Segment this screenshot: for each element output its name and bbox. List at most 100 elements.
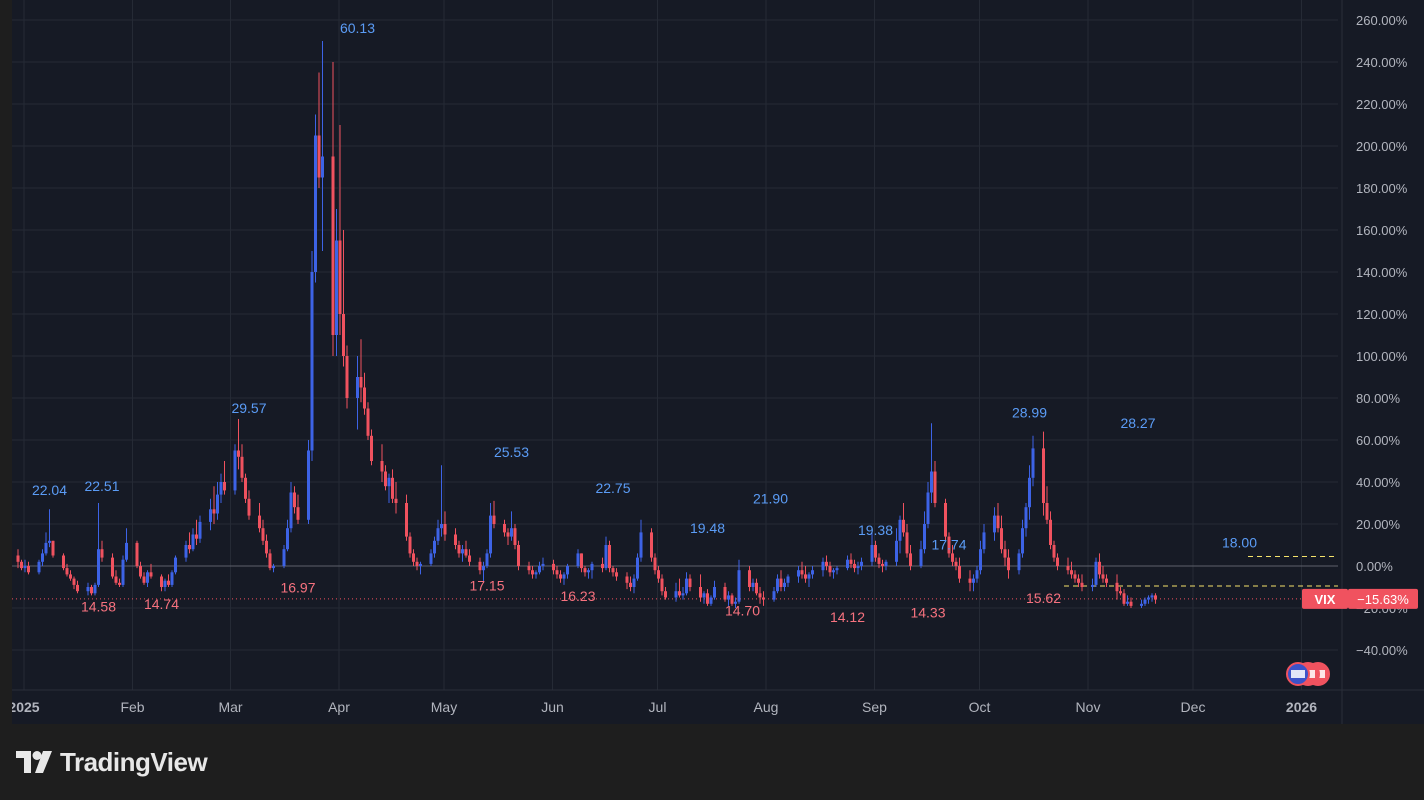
candle-body[interactable] [100,549,104,558]
candle-body[interactable] [615,572,618,577]
candle-body[interactable] [772,591,776,600]
candle-body[interactable] [513,528,517,545]
candle-body[interactable] [1017,553,1021,571]
candle-body[interactable] [384,471,387,487]
candle-body[interactable] [268,553,272,569]
candle-body[interactable] [366,408,370,436]
candle-body[interactable] [489,515,492,554]
candle-body[interactable] [195,534,198,539]
candle-body[interactable] [314,135,317,273]
candle-body[interactable] [191,534,195,550]
candle-body[interactable] [762,597,765,600]
candle-body[interactable] [1129,601,1133,606]
candle-body[interactable] [415,561,419,566]
candle-body[interactable] [979,549,982,571]
candle-body[interactable] [856,566,860,569]
candle-body[interactable] [608,545,611,569]
candle-body[interactable] [674,591,678,598]
candle-body[interactable] [723,587,727,600]
candle-body[interactable] [188,545,191,550]
candle-body[interactable] [97,549,100,585]
candle-body[interactable] [905,532,909,554]
candle-body[interactable] [898,519,902,541]
candle-body[interactable] [125,542,128,560]
candle-body[interactable] [282,549,286,566]
candle-body[interactable] [958,566,961,579]
candle-body[interactable] [576,553,580,566]
candle-body[interactable] [748,570,751,587]
candle-body[interactable] [1126,601,1129,604]
candle-body[interactable] [629,582,632,587]
candle-body[interactable] [37,561,41,573]
candle-body[interactable] [149,572,153,577]
candle-body[interactable] [779,578,783,587]
candle-body[interactable] [342,314,345,356]
candle-body[interactable] [90,587,93,594]
candle-body[interactable] [975,570,979,579]
candle-body[interactable] [601,563,604,569]
candle-body[interactable] [919,549,923,566]
candle-body[interactable] [492,515,496,524]
candle-body[interactable] [849,559,853,564]
candle-body[interactable] [727,595,730,600]
candle-body[interactable] [223,482,226,491]
candle-body[interactable] [307,450,310,520]
tradingview-brand[interactable]: TradingView [16,746,208,778]
candle-body[interactable] [1154,595,1157,600]
candle-body[interactable] [653,557,657,571]
candle-body[interactable] [874,545,877,558]
candle-body[interactable] [993,515,996,533]
candle-body[interactable] [468,555,471,562]
candle-body[interactable] [142,576,146,583]
candle-body[interactable] [184,545,188,558]
candle-body[interactable] [884,561,888,566]
candle-body[interactable] [797,570,800,577]
candle-body[interactable] [811,570,814,575]
candle-body[interactable] [1042,448,1045,503]
country-flags-icon[interactable] [1286,662,1330,686]
candle-body[interactable] [1028,477,1031,508]
candle-body[interactable] [517,545,520,566]
candle-body[interactable] [825,561,828,566]
candle-body[interactable] [559,574,562,579]
candle-body[interactable] [394,498,398,503]
candle-body[interactable] [247,498,251,516]
candle-body[interactable] [345,356,349,398]
candle-body[interactable] [870,545,874,562]
candle-body[interactable] [800,570,804,575]
candle-body[interactable] [296,507,300,520]
candle-body[interactable] [20,561,23,569]
candle-body[interactable] [440,524,443,529]
candle-body[interactable] [881,563,884,566]
candle-body[interactable] [846,559,849,569]
candle-body[interactable] [219,482,223,495]
candle-body[interactable] [72,578,76,585]
candle-body[interactable] [951,553,954,562]
candle-body[interactable] [118,582,121,585]
candle-body[interactable] [1066,566,1070,571]
candle-body[interactable] [706,593,709,604]
candle-body[interactable] [664,591,667,598]
candle-body[interactable] [408,536,412,554]
candle-body[interactable] [135,542,139,566]
candle-body[interactable] [391,477,394,499]
candle-body[interactable] [338,240,342,315]
candle-body[interactable] [972,578,975,583]
candle-body[interactable] [639,532,643,558]
candle-body[interactable] [1122,593,1126,604]
candle-body[interactable] [828,566,832,573]
candle-body[interactable] [531,570,534,575]
candle-body[interactable] [996,515,1000,529]
candle-body[interactable] [1143,599,1147,604]
candle-body[interactable] [212,509,216,514]
candle-body[interactable] [1070,570,1073,575]
candle-body[interactable] [363,387,366,409]
candle-body[interactable] [685,578,688,594]
candle-body[interactable] [681,593,685,596]
symbol-tag[interactable] [1302,588,1348,609]
chart-panel[interactable]: 260.00% 240.00% 220.00% 200.00% 180.00% 160.0… [12,0,1424,724]
candle-body[interactable] [429,553,433,564]
candlestick-chart[interactable]: 260.00% 240.00% 220.00% 200.00% 180.00% 160.0… [12,0,1424,724]
candle-body[interactable] [926,492,930,525]
candle-body[interactable] [461,549,464,554]
